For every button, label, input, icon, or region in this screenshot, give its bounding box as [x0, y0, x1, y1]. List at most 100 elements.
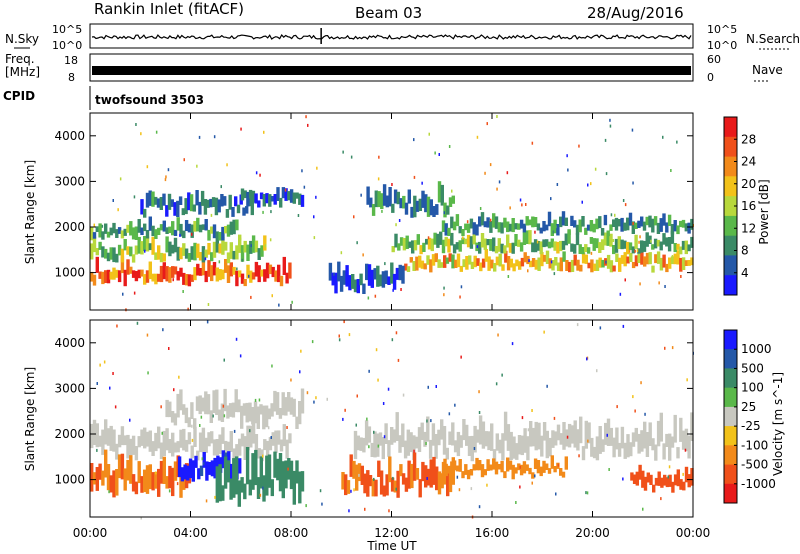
heatmap-speck [377, 444, 380, 448]
heatmap-cell [564, 456, 568, 470]
heatmap-cell [402, 238, 407, 251]
heatmap-cell [399, 237, 404, 246]
heatmap-cell [168, 465, 172, 489]
heatmap-cell [120, 230, 125, 239]
heatmap-cell [612, 219, 616, 227]
heatmap-cell [567, 423, 572, 448]
heatmap-cell [590, 437, 594, 457]
heatmap-speck [640, 381, 642, 385]
heatmap-speck [140, 516, 142, 520]
heatmap-cell [459, 435, 463, 448]
heatmap-cell [452, 244, 457, 254]
heatmap-cell [232, 458, 236, 498]
heatmap-speck [426, 419, 428, 423]
heatmap-cell [448, 467, 453, 493]
heatmap-cell [581, 252, 586, 264]
velocity-colorbar-label: Velocity [m s^-1] [771, 372, 785, 476]
heatmap-cell [262, 475, 266, 502]
heatmap-cell [240, 405, 244, 429]
heatmap-cell [282, 256, 286, 275]
nsky-label: N.Sky [5, 32, 39, 46]
heatmap-cell [137, 236, 141, 254]
heatmap-cell [217, 199, 221, 213]
heatmap-cell [90, 423, 94, 449]
heatmap-speck [129, 418, 131, 422]
heatmap-cell [687, 435, 691, 459]
heatmap-cell [224, 440, 228, 456]
heatmap-speck [430, 419, 432, 423]
heatmap-cell [665, 263, 669, 273]
heatmap-cell [123, 239, 127, 251]
nave-tick-top: 60 [707, 53, 721, 66]
heatmap-cell [157, 468, 161, 497]
heatmap-cell [248, 402, 252, 422]
heatmap-speck [373, 430, 375, 434]
heatmap-cell [446, 205, 450, 215]
heatmap-cell [437, 471, 442, 495]
heatmap-cell [547, 241, 552, 249]
heatmap-cell [671, 481, 675, 493]
heatmap-cell [232, 219, 236, 235]
heatmap-cell [115, 443, 119, 460]
heatmap-cell [443, 202, 447, 218]
heatmap-speck [135, 123, 137, 126]
heatmap-cell [539, 241, 543, 255]
nsky-tick-top: 10^5 [52, 23, 82, 36]
heatmap-cell [575, 233, 580, 246]
heatmap-cell [568, 261, 572, 273]
heatmap-cell [393, 480, 397, 493]
velocity-colorbar: 1000 500 100 25 -25 -100 -500 -1000 [723, 329, 776, 504]
heatmap-cell [120, 426, 125, 446]
heatmap-cell [237, 399, 241, 413]
heatmap-speck [199, 424, 201, 427]
heatmap-cell [173, 229, 178, 236]
heatmap-speck [269, 238, 272, 242]
heatmap-cell [342, 270, 346, 285]
heatmap-cell [483, 221, 487, 228]
time-tick-label: 04:00 [173, 526, 208, 540]
heatmap-cell [257, 200, 261, 208]
heatmap-speck [684, 448, 687, 452]
heatmap-cell [216, 455, 220, 475]
heatmap-cell [370, 442, 374, 457]
heatmap-speck [236, 267, 238, 271]
heatmap-speck [353, 488, 355, 492]
heatmap-cell [514, 223, 518, 230]
heatmap-cell [545, 463, 549, 470]
heatmap-cell [411, 240, 415, 254]
heatmap-cell [277, 264, 281, 283]
heatmap-cell [359, 437, 363, 451]
heatmap-speck [552, 230, 555, 234]
heatmap-speck [342, 417, 344, 421]
heatmap-cell [384, 423, 388, 444]
heatmap-cell [168, 439, 172, 454]
heatmap-cell [659, 257, 664, 271]
heatmap-cell [173, 413, 178, 426]
nsky-panel [89, 23, 694, 49]
heatmap-cell [418, 479, 422, 498]
heatmap-cell [235, 245, 239, 260]
heatmap-cell [584, 244, 588, 252]
heatmap-cell [206, 199, 210, 208]
heatmap-cell [542, 239, 546, 248]
heatmap-speck [612, 239, 615, 242]
heatmap-speck [550, 197, 552, 201]
heatmap-cell [684, 223, 688, 232]
heatmap-cell [519, 464, 524, 476]
heatmap-speck [204, 257, 207, 261]
heatmap-cell [652, 484, 656, 493]
heatmap-cell [289, 460, 294, 490]
heatmap-speck [384, 262, 386, 266]
heatmap-cell [215, 389, 219, 415]
y-tick-label: 3000 [54, 174, 85, 188]
heatmap-cell [165, 205, 169, 217]
heatmap-cell [190, 224, 194, 238]
heatmap-speck [338, 338, 341, 342]
heatmap-cell [494, 216, 499, 229]
heatmap-cell [409, 257, 413, 263]
heatmap-cell [416, 234, 420, 245]
heatmap-cell [193, 242, 197, 261]
heatmap-cell [659, 218, 663, 232]
heatmap-cell [224, 226, 228, 234]
heatmap-speck [609, 118, 611, 122]
